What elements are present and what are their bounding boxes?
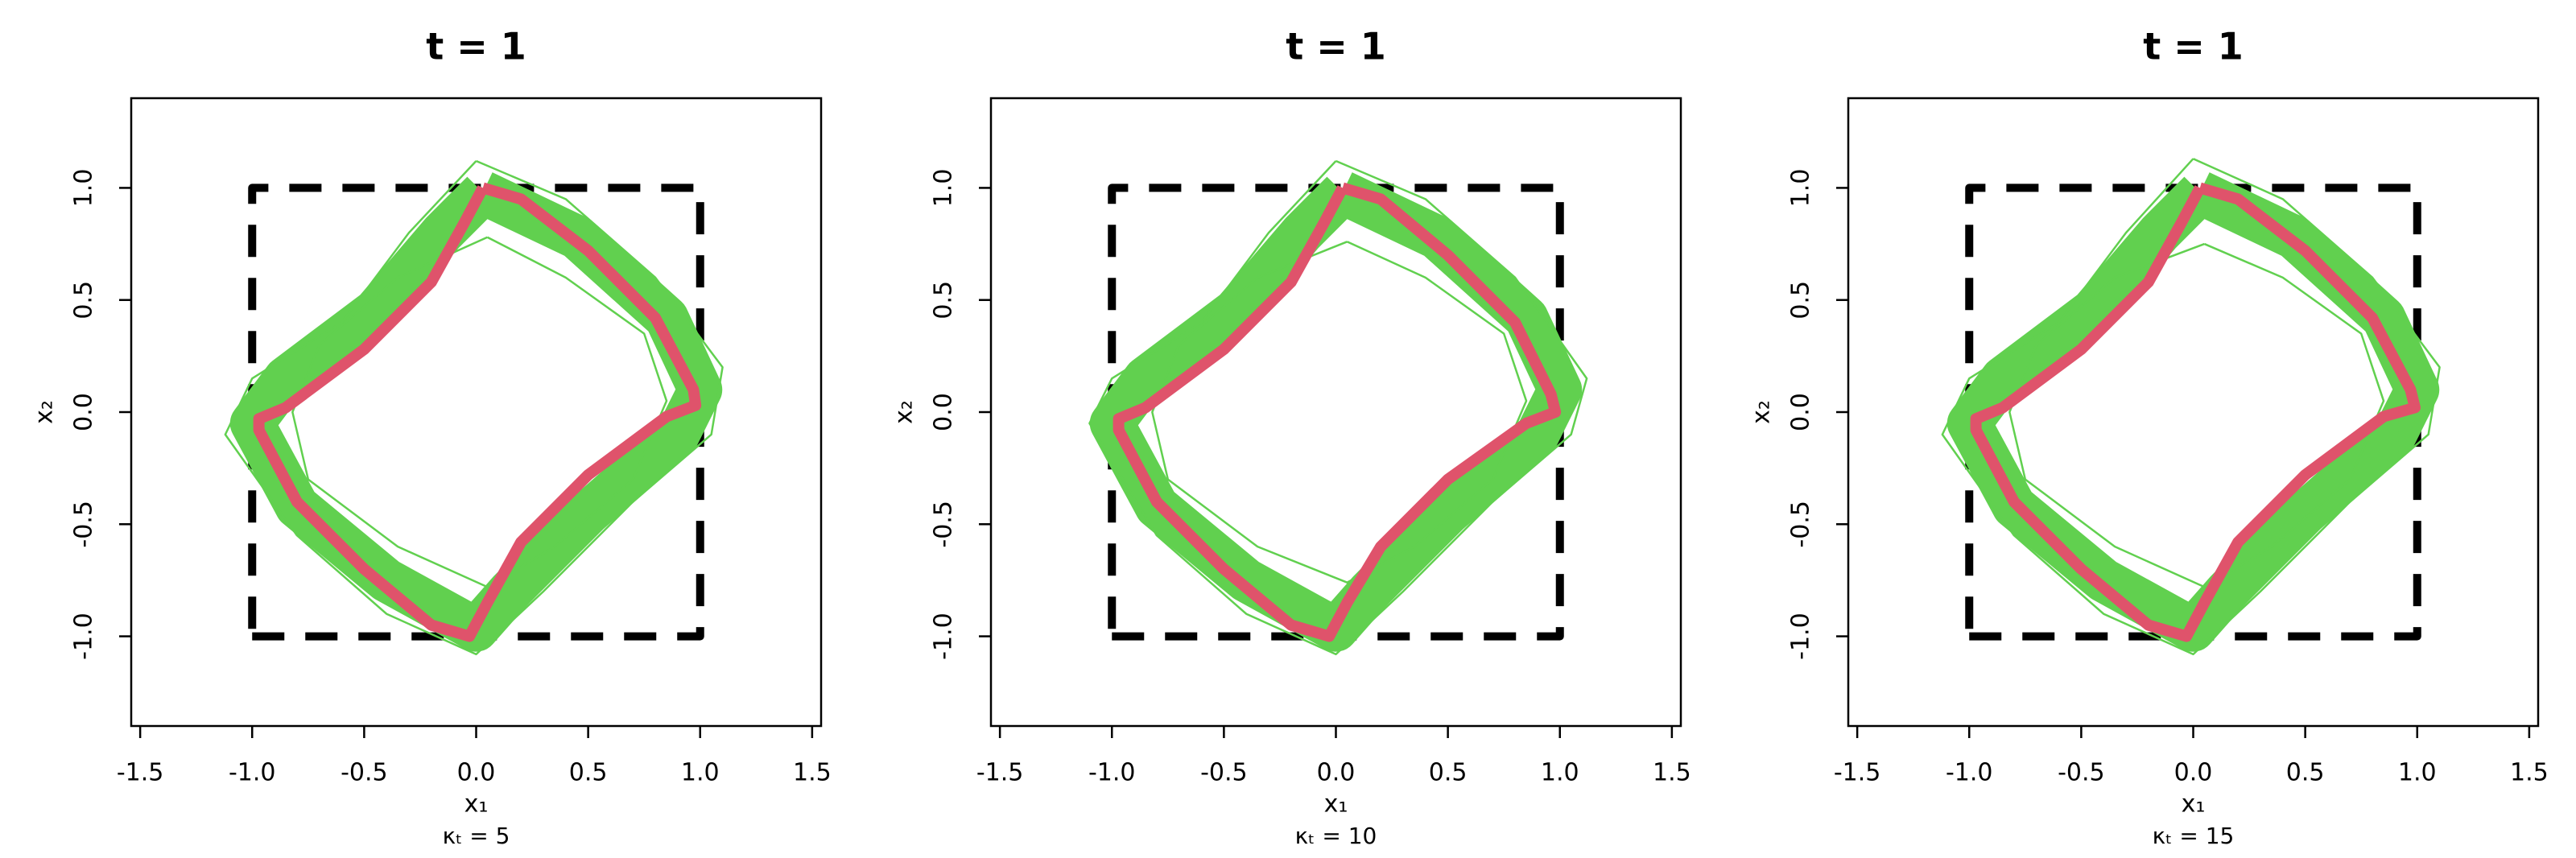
x-tick-label: -1.5 [117,759,164,787]
x-tick-label: 0.0 [1317,759,1356,787]
x-tick-label: 0.0 [457,759,496,787]
y-tick-label: 0.0 [930,393,958,431]
x-tick-label: 1.0 [681,759,720,787]
curve [1941,158,2441,656]
x-tick-label: -1.5 [976,759,1024,787]
dashed-line [1108,184,1564,641]
y-tick-label: 0.5 [70,281,98,320]
y-tick-label: 0.5 [930,281,958,320]
curve [224,159,724,656]
caption: κₜ = 5 [443,823,510,849]
caption: κₜ = 15 [2153,823,2235,849]
curve [1113,182,1562,642]
y-tick-label: -1.0 [70,613,98,660]
y-tick-label: -1.0 [1787,613,1815,660]
y-tick-label: 1.0 [70,169,98,208]
plot-area [1941,158,2441,656]
y-tick-label: -0.5 [930,501,958,548]
dashed-line [248,184,704,641]
curve [1151,241,1528,584]
x-axis-label: x₁ [2182,790,2206,819]
x-tick-label: -0.5 [1200,759,1248,787]
y-tick-label: -0.5 [70,501,98,548]
x-tick-label: 1.5 [2510,759,2549,787]
y-tick-label: -1.0 [930,613,958,660]
y-tick-label: -0.5 [1787,501,1815,548]
curve [1088,159,1588,656]
dashed-line [1965,184,2421,641]
x-tick-label: -0.5 [341,759,388,787]
x-tick-label: 1.0 [2398,759,2437,787]
y-tick-label: 1.0 [1787,169,1815,208]
y-tick-label: 1.0 [930,169,958,208]
x-tick-label: 0.5 [1429,759,1468,787]
y-tick-label: 0.0 [70,393,98,431]
x-tick-label: -1.5 [1834,759,1881,787]
x-axis-label: x₁ [1324,790,1348,819]
curve [291,236,668,588]
x-tick-label: 0.0 [2174,759,2213,787]
x-tick-label: 0.5 [569,759,608,787]
curve [2008,242,2385,588]
x-tick-label: 1.5 [1653,759,1691,787]
curve [253,182,702,642]
curve [1970,182,2421,642]
chart-title: t = 1 [1286,25,1386,68]
x-tick-label: 1.5 [793,759,832,787]
plot-area [1088,159,1588,656]
x-tick-label: 0.5 [2286,759,2325,787]
y-axis-label: x₂ [1748,400,1776,424]
chart-title: t = 1 [426,25,526,68]
y-axis-label: x₂ [31,400,59,424]
x-tick-label: -1.0 [1946,759,1993,787]
y-tick-label: 0.0 [1787,393,1815,431]
y-axis-label: x₂ [890,400,919,424]
caption: κₜ = 10 [1295,823,1377,849]
x-axis-label: x₁ [464,790,489,819]
x-tick-label: 1.0 [1541,759,1579,787]
y-tick-label: 0.5 [1787,281,1815,320]
x-tick-label: -1.0 [1088,759,1136,787]
x-tick-label: -0.5 [2058,759,2105,787]
chart-title: t = 1 [2143,25,2244,68]
x-tick-label: -1.0 [229,759,276,787]
plot-area [224,159,724,656]
